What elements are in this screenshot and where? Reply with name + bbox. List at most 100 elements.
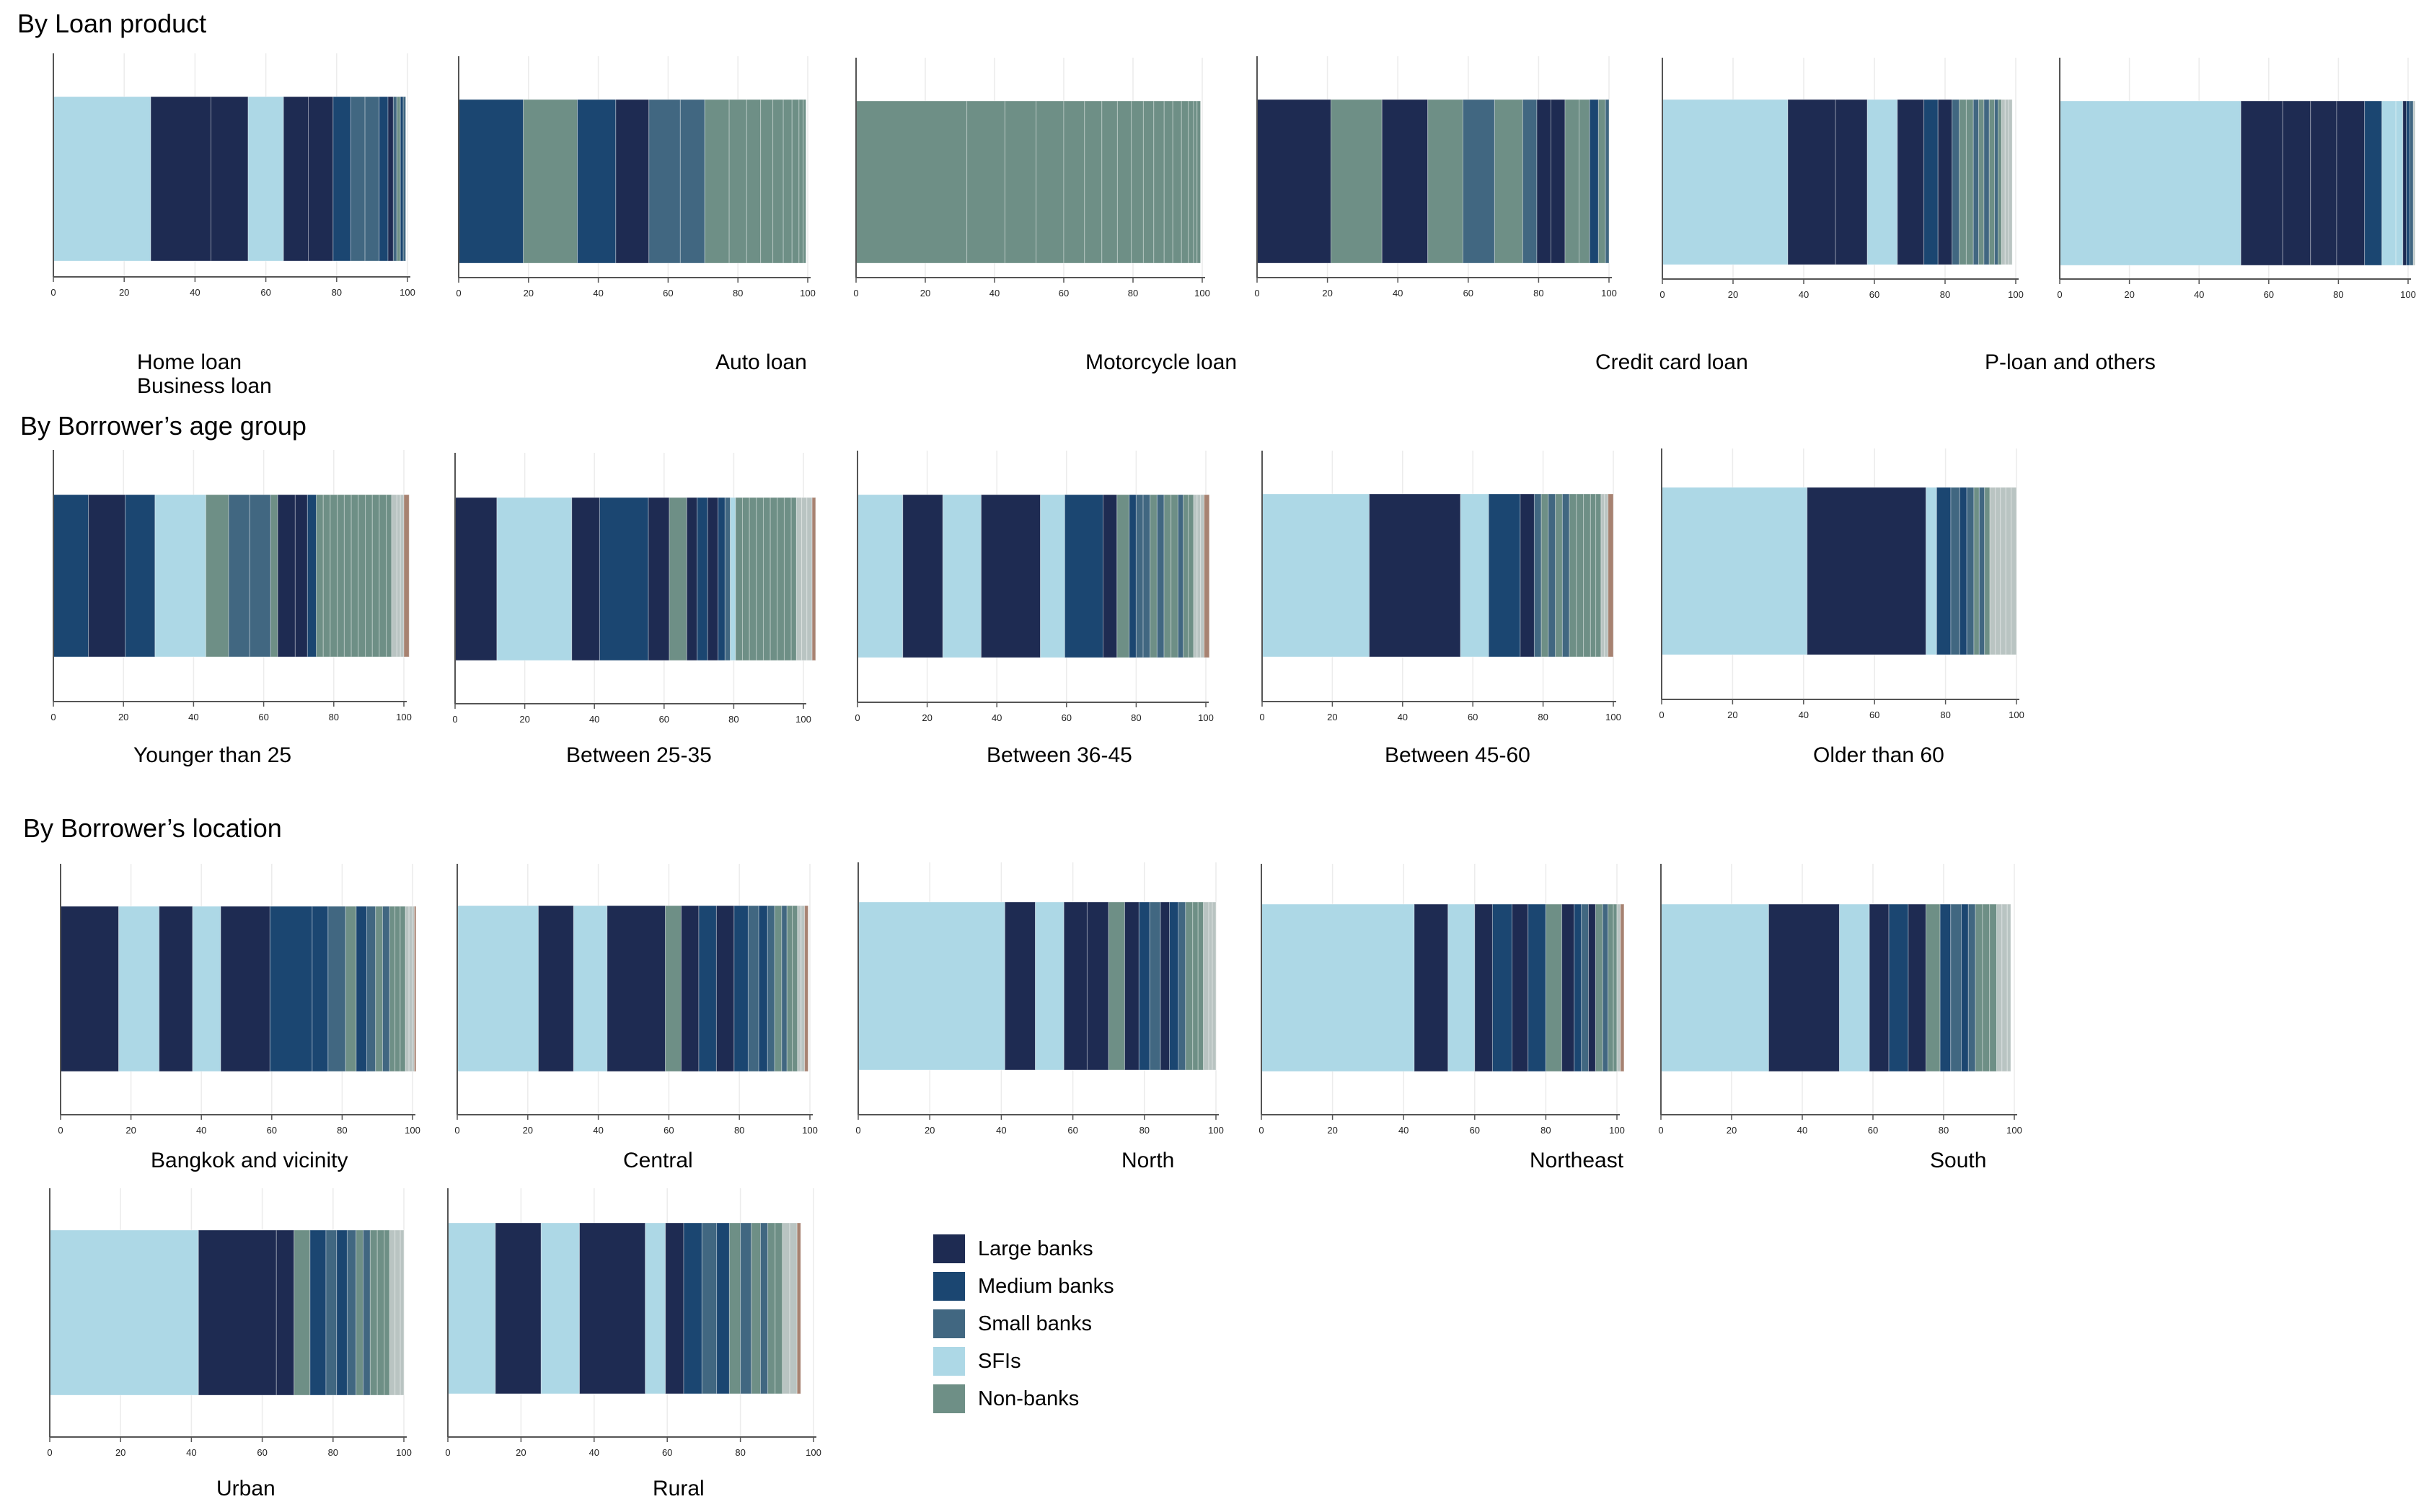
legend-label: Medium banks: [978, 1274, 1114, 1298]
bar-segment-non-banks: [792, 905, 798, 1072]
bar-segment-large-banks: [707, 497, 719, 661]
x-tick-label: 80: [1139, 1125, 1150, 1136]
bar-segment-other-accent: [811, 497, 816, 661]
bar-segment-other-accent: [1620, 903, 1625, 1072]
bar-segment-small-banks: [350, 96, 366, 262]
bar-segment-other-accent: [1204, 494, 1210, 658]
bar-segment-large-banks: [1835, 99, 1868, 265]
x-tick-label: 20: [115, 1447, 125, 1458]
stacked-bar-chart-15: 0 20 40 60 80 100: [1258, 864, 1625, 1136]
bar-segment-large-banks: [1414, 903, 1449, 1072]
bar-segment-non-banks: [1192, 901, 1199, 1071]
bar-segment-non-banks: [704, 99, 730, 264]
stacked-bar-chart-4: 0 20 40 60 80 100: [1254, 56, 1617, 299]
bar-segment-large-banks: [275, 1229, 295, 1396]
bar-segment-non-banks: [322, 494, 331, 658]
bar-segment-sfis: [192, 906, 221, 1072]
chart-label-3: Motorcycle loan: [1085, 350, 1238, 374]
stacked-bar-chart-10: 0 20 40 60 80 100: [1259, 451, 1621, 722]
bar-segment-small-banks: [327, 906, 346, 1072]
bar-segment-non-banks: [369, 1229, 378, 1396]
bar-segment-non-banks: [294, 1229, 311, 1396]
bar-segment-sfis: [2395, 100, 2404, 266]
bar-segment-large-banks: [1381, 99, 1429, 264]
x-tick-label: 100: [1194, 288, 1210, 299]
bar-segment-other-accent: [796, 1222, 801, 1394]
bar-segment-others: [789, 1222, 798, 1394]
bar-segment-small-banks: [781, 905, 788, 1072]
x-tick-label: 20: [119, 287, 129, 298]
bar-segment-medium-banks: [1923, 99, 1939, 265]
bar-segment-large-banks: [2402, 100, 2407, 266]
bar-segment-non-banks: [1101, 100, 1118, 264]
x-tick-label: 60: [257, 1447, 267, 1458]
stacked-bar-chart-12: 0 20 40 60 80 100: [58, 864, 420, 1136]
x-tick-label: 80: [1533, 288, 1543, 299]
bar-segment-large-banks: [1124, 901, 1139, 1071]
bar-segment-medium-banks: [53, 494, 89, 658]
bar-segment-non-banks: [1613, 903, 1618, 1072]
x-tick-label: 40: [589, 714, 599, 725]
bar-segment-small-banks: [1561, 493, 1570, 658]
bar-segment-large-banks: [1908, 903, 1926, 1072]
bar-segment-small-banks: [1950, 487, 1960, 655]
bar-segment-non-banks: [394, 906, 401, 1072]
bar-segment-others: [801, 905, 806, 1072]
bar-segment-large-banks: [571, 497, 600, 661]
legend-label: Large banks: [978, 1237, 1093, 1260]
x-tick-label: 40: [989, 288, 1000, 299]
bar-segment-medium-banks: [1064, 494, 1104, 658]
x-tick-label: 80: [734, 1125, 744, 1136]
x-tick-label: 40: [1797, 1125, 1807, 1136]
x-tick-label: 40: [186, 1447, 196, 1458]
bar-segment-non-banks: [384, 1229, 390, 1396]
bar-segment-small-banks: [1522, 99, 1538, 264]
x-tick-label: 80: [1128, 288, 1138, 299]
bar-segment-non-banks: [1989, 903, 1997, 1072]
bar-segment-non-banks: [343, 494, 352, 658]
bar-segment-small-banks: [1952, 99, 1960, 265]
bar-segment-small-banks: [1983, 99, 1990, 265]
bar-segment-large-banks: [387, 96, 394, 262]
x-tick-label: 100: [800, 288, 816, 299]
x-tick-label: 20: [925, 1125, 935, 1136]
bar-segment-non-banks: [1116, 494, 1130, 658]
chart-label-15: Northeast: [1530, 1149, 1624, 1172]
bar-segment-non-banks: [1998, 99, 2002, 265]
bar-segment-non-banks: [365, 494, 373, 658]
x-tick-label: 80: [1540, 1125, 1551, 1136]
bar-segment-medium-banks: [2364, 100, 2383, 266]
x-tick-label: 60: [2264, 289, 2274, 300]
bar-segment-small-banks: [1135, 494, 1144, 658]
bar-segment-other-accent: [403, 494, 410, 658]
bar-segment-sfis: [858, 901, 1005, 1071]
x-tick-label: 20: [1327, 1125, 1337, 1136]
bar-segment-medium-banks: [577, 99, 617, 264]
x-tick-label: 20: [1727, 709, 1737, 720]
bar-segment-non-banks: [783, 99, 793, 264]
bar-segment-others: [391, 494, 397, 658]
bar-segment-small-banks: [382, 906, 390, 1072]
bar-segment-non-banks: [1108, 901, 1126, 1071]
x-tick-label: 80: [1939, 1125, 1949, 1136]
bar-segment-non-banks: [1163, 100, 1173, 264]
x-tick-label: 60: [1470, 1125, 1480, 1136]
bar-segment-large-banks: [454, 497, 498, 661]
x-tick-label: 80: [1131, 712, 1141, 723]
legend: Large banks Medium banks Small banks SFI…: [933, 1230, 1114, 1418]
bar-segment-large-banks: [294, 494, 308, 658]
bar-segment-non-banks: [1959, 99, 1967, 265]
bar-segment-other-accent: [1608, 493, 1614, 658]
bar-segment-medium-banks: [1491, 903, 1513, 1072]
bar-segment-others: [1212, 901, 1217, 1071]
stacked-bar-chart-11: 0 20 40 60 80 100: [1659, 448, 2024, 720]
bar-segment-medium-banks: [718, 497, 726, 661]
bar-segment-sfis: [645, 1222, 666, 1394]
bar-segment-sfis: [49, 1229, 199, 1396]
bar-segment-small-banks: [1548, 493, 1556, 658]
bar-segment-small-banks: [366, 906, 376, 1072]
bar-segment-others: [1196, 494, 1202, 658]
bar-segment-others: [2011, 487, 2017, 655]
bar-segment-medium-banks: [1488, 493, 1521, 658]
bar-segment-sfis: [1661, 487, 1808, 655]
